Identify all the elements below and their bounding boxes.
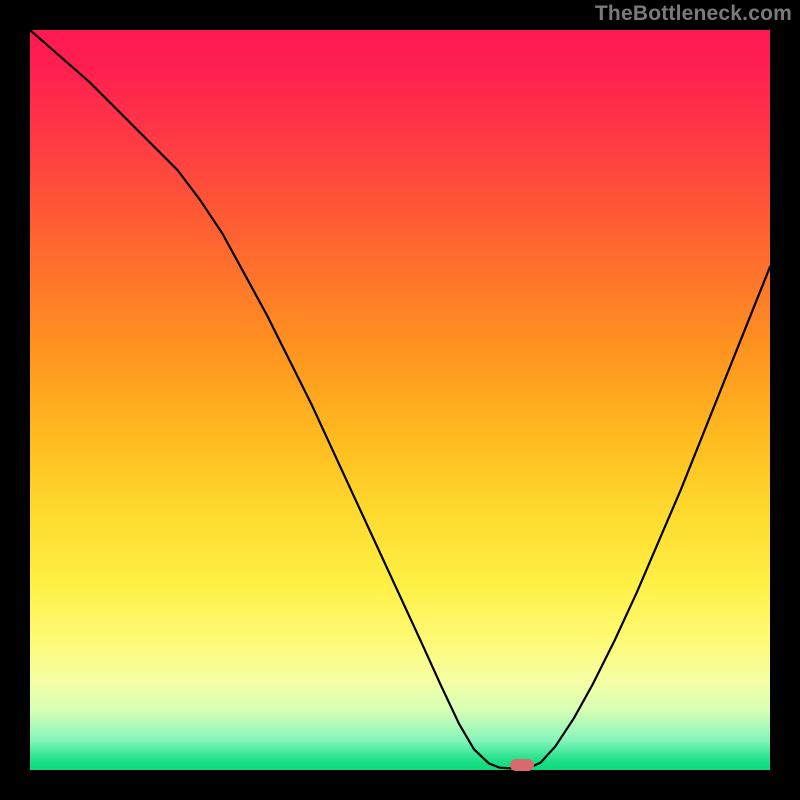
watermark-text: TheBottleneck.com: [595, 2, 792, 26]
chart-curve-line: [30, 30, 770, 770]
chart-plot-area: [30, 30, 770, 770]
